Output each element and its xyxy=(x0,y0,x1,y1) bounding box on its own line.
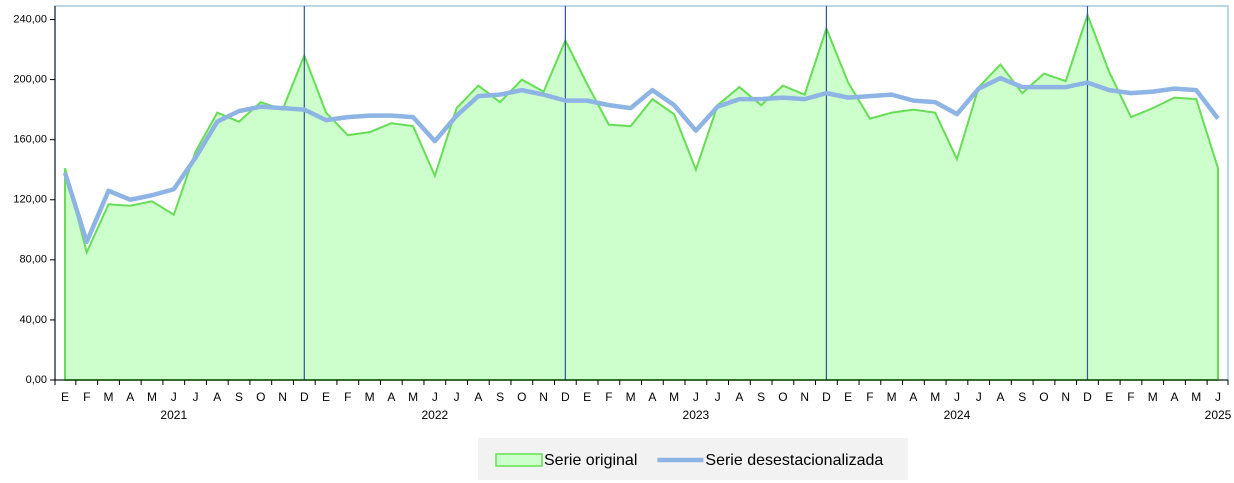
x-tick-label: D xyxy=(822,390,831,404)
x-tick-label: E xyxy=(61,390,69,404)
year-label: 2021 xyxy=(160,408,187,422)
x-tick-label: N xyxy=(539,390,548,404)
x-tick-label: J xyxy=(454,390,460,404)
x-tick-label: A xyxy=(996,390,1004,404)
x-tick-label: A xyxy=(909,390,917,404)
x-tick-label: F xyxy=(1127,390,1134,404)
legend-label: Serie original xyxy=(544,452,637,469)
x-tick-label: A xyxy=(126,390,134,404)
x-tick-label: M xyxy=(147,390,157,404)
legend: Serie original Serie desestacionalizada xyxy=(478,438,908,480)
x-tick-label: J xyxy=(1215,390,1221,404)
x-tick-label: J xyxy=(954,390,960,404)
x-tick-label: S xyxy=(235,390,243,404)
x-tick-label: N xyxy=(278,390,287,404)
x-tick-label: D xyxy=(300,390,309,404)
x-tick-label: A xyxy=(387,390,395,404)
x-tick-label: M xyxy=(408,390,418,404)
y-tick-label: 120,00 xyxy=(13,194,47,206)
x-tick-label: E xyxy=(583,390,591,404)
x-tick-label: J xyxy=(976,390,982,404)
x-tick-label: F xyxy=(344,390,351,404)
x-tick-label: D xyxy=(1083,390,1092,404)
x-tick-label: S xyxy=(757,390,765,404)
y-tick-label: 80,00 xyxy=(19,254,47,266)
x-tick-label: A xyxy=(213,390,221,404)
line xyxy=(62,75,1220,245)
x-tick-label: O xyxy=(517,390,526,404)
x-tick-label: O xyxy=(1039,390,1048,404)
year-label: 2025 xyxy=(1205,408,1232,422)
y-tick-label: 240,00 xyxy=(13,13,47,25)
legend-swatch xyxy=(495,453,543,467)
year-label: 2023 xyxy=(683,408,710,422)
y-tick-label: 40,00 xyxy=(19,314,47,326)
x-tick-label: J xyxy=(715,390,721,404)
x-tick-label: E xyxy=(322,390,330,404)
y-tick-label: 160,00 xyxy=(13,134,47,146)
year-label: 2022 xyxy=(421,408,448,422)
x-tick-label: M xyxy=(930,390,940,404)
x-tick-label: J xyxy=(693,390,699,404)
x-tick-label: F xyxy=(605,390,612,404)
x-tick-label: O xyxy=(778,390,787,404)
x-tick-label: M xyxy=(365,390,375,404)
x-tick-label: O xyxy=(256,390,265,404)
x-tick-label: D xyxy=(561,390,570,404)
x-tick-label: A xyxy=(1170,390,1178,404)
area-fill xyxy=(64,12,1219,381)
x-tick-label: S xyxy=(496,390,504,404)
x-tick-label: J xyxy=(171,390,177,404)
x-tick-label: F xyxy=(83,390,90,404)
x-tick-label: J xyxy=(193,390,199,404)
x-tick-label: M xyxy=(626,390,636,404)
x-tick-label: E xyxy=(844,390,852,404)
x-tick-label: N xyxy=(800,390,809,404)
x-tick-label: M xyxy=(104,390,114,404)
y-tick-label: 200,00 xyxy=(13,74,47,86)
x-tick-label: N xyxy=(1061,390,1070,404)
y-tick-label: 0,00 xyxy=(26,374,47,386)
x-tick-label: A xyxy=(474,390,482,404)
year-label: 2024 xyxy=(944,408,971,422)
x-tick-label: M xyxy=(669,390,679,404)
x-tick-label: E xyxy=(1105,390,1113,404)
x-tick-label: S xyxy=(1018,390,1026,404)
x-tick-label: M xyxy=(1191,390,1201,404)
x-tick-label: J xyxy=(432,390,438,404)
legend-label: Serie desestacionalizada xyxy=(705,452,883,469)
x-tick-label: A xyxy=(648,390,656,404)
x-tick-label: A xyxy=(735,390,743,404)
x-tick-label: M xyxy=(887,390,897,404)
x-tick-label: F xyxy=(866,390,873,404)
x-tick-label: M xyxy=(1148,390,1158,404)
